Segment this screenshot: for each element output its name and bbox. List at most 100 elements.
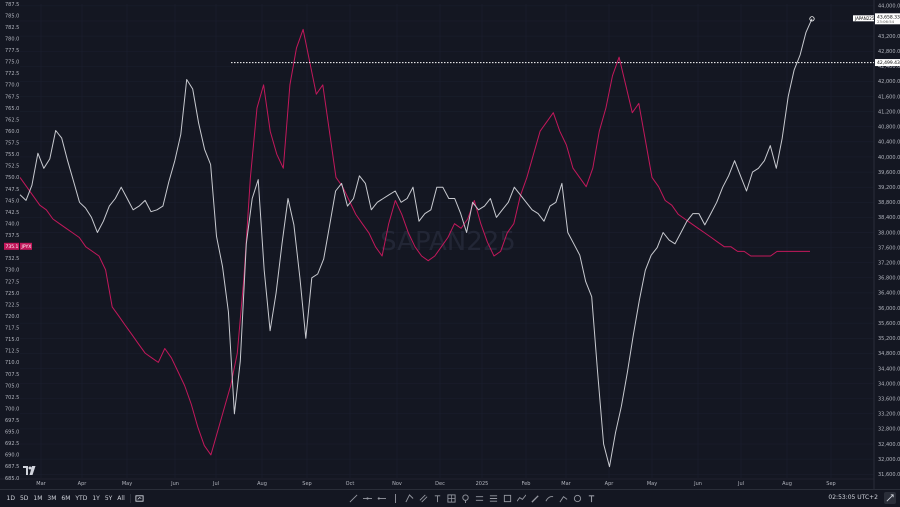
ruler-icon[interactable] — [544, 493, 554, 503]
time-axis-label: Aug — [782, 481, 792, 487]
timeframe-1m[interactable]: 1M — [33, 495, 43, 502]
series-layer — [19, 16, 815, 468]
right-axis-tick: 34,400.00 — [878, 366, 900, 372]
japan225-price-tag — [875, 13, 900, 25]
chart-type-icon[interactable] — [134, 494, 144, 504]
left-axis-tick: 752.5 — [5, 164, 19, 170]
japan225-time-label: 23:06:54 — [877, 19, 895, 24]
pattern-icon[interactable] — [446, 493, 456, 503]
jpyx-price-tag — [4, 242, 19, 250]
text-icon[interactable] — [432, 493, 442, 503]
left-axis-tick: 732.5 — [5, 256, 19, 262]
tradingview-logo-icon — [23, 466, 36, 475]
left-axis-tick: 745.0 — [5, 198, 19, 204]
time-axis-label: Aug — [257, 481, 267, 487]
left-axis-tick: 740.0 — [5, 221, 19, 227]
right-axis-tick: 39,600.00 — [878, 170, 900, 176]
left-axis-tick: 685.0 — [5, 476, 19, 482]
time-axis-label: Apr — [78, 481, 88, 487]
right-axis-tick: 35,200.00 — [878, 336, 900, 342]
toolbar-separator — [130, 494, 132, 503]
path-icon[interactable] — [516, 493, 526, 503]
timeframe-5y[interactable]: 5Y — [104, 495, 113, 502]
left-axis-tick: 767.5 — [5, 94, 19, 100]
right-axis-tick: 41,600.00 — [878, 94, 900, 100]
left-axis-tick: 780.0 — [5, 36, 19, 42]
clock-icon[interactable] — [586, 493, 596, 503]
timeframe-all[interactable]: All — [117, 495, 125, 502]
timeframe-ytd[interactable]: YTD — [75, 495, 88, 502]
fullscreen-icon[interactable] — [884, 492, 896, 504]
time-axis-label: May — [647, 481, 657, 487]
right-axis-tick: 34,800.00 — [878, 351, 900, 357]
left-axis-tick: 750.0 — [5, 175, 19, 181]
left-axis-tick: 727.5 — [5, 279, 19, 285]
right-axis-tick: 32,400.00 — [878, 442, 900, 448]
bottom-toolbar: 1D 5D 1M 3M 6M YTD 1Y 5Y All 02:53:05 UT… — [0, 489, 900, 507]
horizontal-ray-icon[interactable] — [376, 493, 386, 503]
left-axis-tick: 772.5 — [5, 71, 19, 77]
left-axis-tick: 775.0 — [5, 60, 19, 66]
left-axis-tick: 747.5 — [5, 187, 19, 193]
left-axis-tick: 765.0 — [5, 106, 19, 112]
left-axis-tick: 692.5 — [5, 441, 19, 447]
brush-icon[interactable] — [530, 493, 540, 503]
vertical-line-icon[interactable] — [390, 493, 400, 503]
trendline-icon[interactable] — [348, 493, 358, 503]
measure-icon[interactable] — [572, 493, 582, 503]
jpyx-name-tag — [20, 242, 32, 250]
timeframe-1d[interactable]: 1D — [6, 495, 15, 502]
timeframe-selector: 1D 5D 1M 3M 6M YTD 1Y 5Y All — [4, 494, 144, 504]
time-axis-label: Mar — [36, 481, 46, 487]
short-position-icon[interactable] — [488, 493, 498, 503]
right-axis-tick: 37,200.00 — [878, 261, 900, 267]
left-axis-tick: 695.0 — [5, 430, 19, 436]
left-axis-tick: 737.5 — [5, 233, 19, 239]
left-axis-tick: 760.0 — [5, 129, 19, 135]
left-axis-tick: 725.0 — [5, 291, 19, 297]
left-axis-tick: 702.5 — [5, 395, 19, 401]
parallel-channel-icon[interactable] — [418, 493, 428, 503]
forecast-icon[interactable] — [558, 493, 568, 503]
long-position-icon[interactable] — [474, 493, 484, 503]
right-axis-tick: 32,000.00 — [878, 457, 900, 463]
time-axis-label: May — [122, 481, 132, 487]
right-axis-tick: 36,000.00 — [878, 306, 900, 312]
reference-price-tag — [875, 59, 900, 67]
watermark: SAPAN225 — [380, 227, 516, 257]
right-axis-tick: 38,000.00 — [878, 230, 900, 236]
timeframe-1y[interactable]: 1Y — [92, 495, 100, 502]
right-axis-tick: 33,200.00 — [878, 412, 900, 418]
horizontal-line-icon[interactable] — [362, 493, 372, 503]
right-axis-tick: 36,800.00 — [878, 276, 900, 282]
right-price-axis[interactable]: 44,000.0043,600.0043,200.0042,800.0042,4… — [878, 4, 900, 478]
series-line-jpyx[interactable] — [19, 28, 810, 456]
series-line-japan225[interactable] — [19, 18, 813, 468]
pin-icon[interactable] — [460, 493, 470, 503]
timeframe-5d[interactable]: 5D — [19, 495, 29, 502]
right-axis-tick: 44,000.00 — [878, 4, 900, 10]
reference-price-label: 42,499.43 — [877, 60, 900, 66]
left-axis-tick: 742.5 — [5, 210, 19, 216]
rectangle-icon[interactable] — [502, 493, 512, 503]
time-axis-label: Oct — [346, 481, 355, 487]
left-axis-tick: 762.5 — [5, 117, 19, 123]
time-axis-label: Jun — [170, 481, 179, 487]
time-axis-label: Jul — [212, 481, 219, 487]
left-axis-tick: 787.5 — [5, 2, 19, 8]
left-axis-tick: 757.5 — [5, 141, 19, 147]
right-axis-tick: 38,400.00 — [878, 215, 900, 221]
clock-readout[interactable]: 02:53:05 UTC+2 — [828, 494, 878, 501]
timeframe-6m[interactable]: 6M — [61, 495, 71, 502]
left-axis-tick: 700.0 — [5, 406, 19, 412]
left-axis-tick: 697.5 — [5, 418, 19, 424]
left-price-axis[interactable]: 787.5 785.0 782.5 780.0 777.5 775.0 772.5 770.0… — [5, 2, 19, 482]
timeframe-3m[interactable]: 3M — [47, 495, 57, 502]
right-axis-tick: 39,200.00 — [878, 185, 900, 191]
right-axis-tick: 35,600.00 — [878, 321, 900, 327]
jpyx-price-label: 735.1 — [6, 244, 19, 250]
pitchfork-icon[interactable] — [404, 493, 414, 503]
time-axis[interactable]: Mar Apr May Jun Jul Aug Sep Oct Nov Dec 2025 Feb Mar… — [36, 481, 835, 487]
drawing-tools — [348, 493, 596, 503]
